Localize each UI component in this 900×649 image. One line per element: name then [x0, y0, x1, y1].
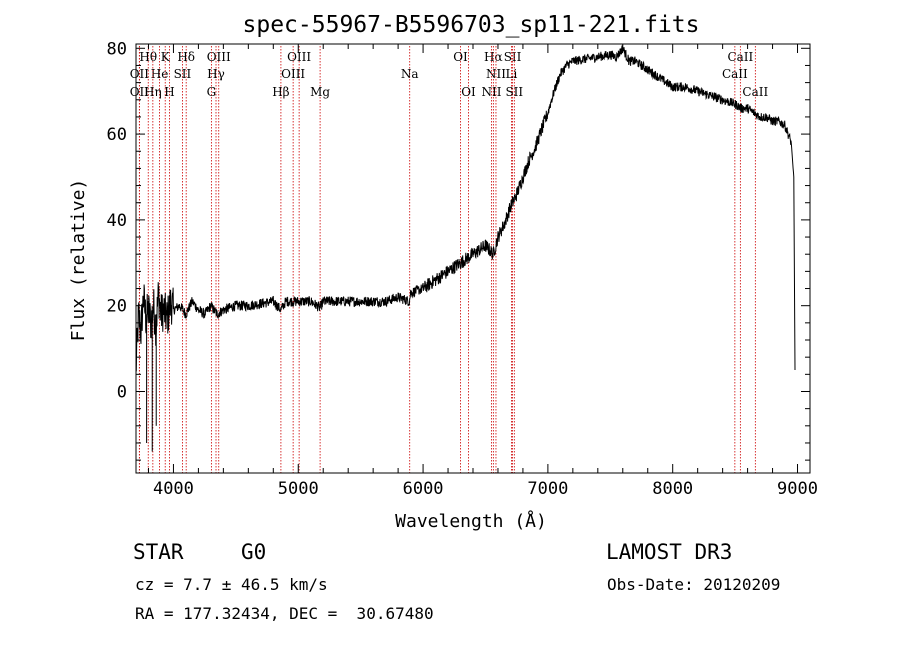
emission-line-label: CaII — [742, 85, 768, 99]
emission-line-label: Na — [401, 67, 419, 81]
y-tick-label: 0 — [117, 382, 127, 402]
emission-line-label: OI — [453, 50, 468, 64]
emission-line-label: Mg — [310, 85, 330, 99]
emission-line-label: NII — [481, 85, 501, 99]
coordinates: RA = 177.32434, DEC = 30.67480 — [135, 604, 434, 623]
x-tick-label: 8000 — [652, 479, 693, 499]
y-tick-label: 40 — [107, 211, 127, 231]
object-class: STAR — [133, 540, 184, 564]
emission-line-label: Hβ — [272, 85, 289, 99]
emission-line-label: OI — [461, 85, 476, 99]
emission-line-label: Hδ — [177, 50, 195, 64]
emission-line-label: OII — [130, 85, 150, 99]
y-tick-label: 20 — [107, 297, 127, 317]
x-tick-label: 4000 — [153, 479, 194, 499]
chart-title: spec-55967-B5596703_sp11-221.fits — [243, 12, 700, 38]
emission-line-label: SII — [174, 67, 192, 81]
emission-line-label: SII — [505, 85, 523, 99]
emission-line-label: OIII — [287, 50, 311, 64]
emission-line-label: Hα — [484, 50, 503, 64]
y-tick-label: 80 — [107, 39, 127, 59]
emission-line-label: Hη — [144, 85, 162, 99]
redshift-cz: cz = 7.7 ± 46.5 km/s — [135, 575, 328, 594]
emission-line-label: CaII — [727, 50, 753, 64]
spectrum-line — [135, 45, 796, 372]
emission-line-label: SII — [504, 50, 522, 64]
emission-line-label: He — [151, 67, 169, 81]
emission-line-label: K — [161, 50, 171, 64]
emission-line-label: Hθ — [139, 50, 157, 64]
emission-line-label: Li — [506, 67, 518, 81]
survey-name: LAMOST DR3 — [606, 540, 733, 564]
plot-frame — [135, 43, 811, 474]
x-axis-label: Wavelength (Å) — [395, 510, 547, 532]
observation-date: Obs-Date: 20120209 — [607, 575, 781, 594]
x-tick-label: 6000 — [403, 479, 444, 499]
spectrum-series — [135, 45, 796, 452]
emission-line-label: G — [207, 85, 217, 99]
emission-line-label: OIII — [281, 67, 305, 81]
emission-line-label: CaII — [722, 67, 748, 81]
x-tick-label: 7000 — [527, 479, 568, 499]
axes: 4000 5000 6000 7000 8000 9000 0 20 40 60 80 — [107, 39, 818, 499]
emission-line-label: Hγ — [207, 67, 225, 81]
x-tick-label: 9000 — [777, 479, 818, 499]
object-subclass: G0 — [241, 540, 267, 564]
emission-line-label: H — [164, 85, 174, 99]
emission-line-label: NII — [486, 67, 506, 81]
y-axis-label: Flux (relative) — [68, 179, 89, 342]
x-tick-label: 5000 — [278, 479, 319, 499]
emission-line-label: OIII — [207, 50, 231, 64]
y-tick-label: 60 — [107, 125, 127, 145]
